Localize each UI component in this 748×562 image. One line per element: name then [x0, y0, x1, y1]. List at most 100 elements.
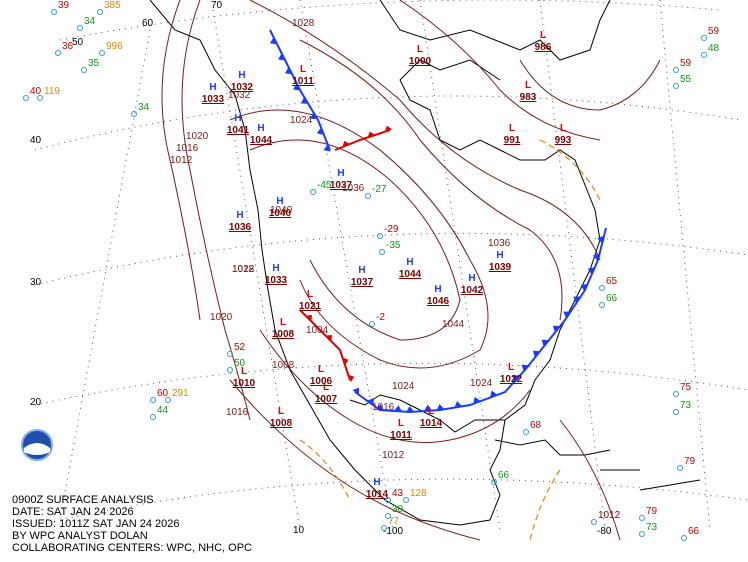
cold-front-barb: [473, 396, 481, 404]
station-value: 34: [138, 102, 150, 113]
station-value: 35: [88, 58, 100, 69]
isobar: [161, 0, 201, 321]
cold-front-barb: [278, 53, 286, 61]
front: [334, 129, 391, 151]
station-value: 55: [680, 74, 692, 85]
isobar: [519, 59, 661, 111]
station-value: 73: [646, 522, 658, 533]
cold-front-barb: [521, 364, 529, 372]
station-value: 128: [410, 488, 427, 499]
high-pressure: 1033: [265, 275, 288, 286]
high-symbol: H: [272, 263, 279, 274]
low-pressure: 1022: [500, 374, 523, 385]
station-marker: [227, 367, 233, 373]
troughs: [299, 139, 601, 541]
station-value: 68: [530, 420, 542, 431]
high-pressure: 1044: [250, 135, 273, 146]
low-symbol: L: [417, 44, 423, 55]
high-symbol: H: [257, 123, 264, 134]
high-symbol: H: [468, 273, 475, 284]
cold-front-barb: [323, 144, 331, 152]
islands: [494, 439, 701, 491]
station-marker: [681, 535, 687, 541]
station-value: 1012: [598, 510, 621, 521]
caption-line: BY WPC ANALYST DOLAN: [12, 530, 148, 542]
station-marker: [51, 9, 57, 15]
station-value: -27: [372, 184, 387, 195]
cold-front-barb: [592, 253, 600, 261]
station-value: 385: [104, 0, 121, 11]
high-symbol: H: [209, 82, 216, 93]
cold-front-barb: [406, 406, 415, 413]
caption: 0900Z SURFACE ANALYSIS DATE: SAT JAN 24 …: [12, 494, 252, 554]
cold-front-barb: [597, 235, 605, 244]
low-pressure: 1000: [409, 56, 432, 67]
station-marker: [673, 391, 679, 397]
warm-front-barb: [367, 131, 376, 138]
low-pressure: 993: [555, 135, 572, 146]
high-symbol: H: [276, 196, 283, 207]
isobar-label: 1004: [306, 325, 329, 336]
low-symbol: L: [525, 80, 531, 91]
high-symbol: H: [406, 257, 413, 268]
cold-front-barb: [270, 37, 278, 45]
station-marker: [381, 525, 387, 531]
cold-front-barb: [512, 374, 520, 382]
station-value: 73: [680, 400, 692, 411]
isobar-label: 1012: [232, 264, 255, 275]
station-value: 291: [172, 388, 189, 399]
station-value: -45: [317, 180, 332, 191]
isobar: [249, 0, 601, 261]
high-symbol: H: [358, 265, 365, 276]
trough: [299, 439, 351, 501]
station-value: 43: [392, 488, 404, 499]
high-pressure: 1044: [399, 269, 422, 280]
isobar-label: 1028: [292, 18, 315, 29]
logo-wave: [24, 443, 50, 455]
station-value: 77: [388, 516, 400, 527]
isobar-label: 1016: [372, 402, 395, 413]
high-pressure: 1042: [461, 285, 484, 296]
isobar-label: 1044: [442, 319, 465, 330]
station-marker: [639, 515, 645, 521]
high-pressure: 1037: [330, 180, 353, 191]
station-marker: [677, 465, 683, 471]
isobar-label: 1024: [392, 381, 415, 392]
latitude-label: 40: [30, 135, 42, 146]
station-marker: [310, 189, 316, 195]
station-value: 75: [680, 382, 692, 393]
station-value: 39: [58, 0, 70, 11]
station-marker: [523, 429, 529, 435]
longitude-label: -80: [597, 526, 612, 537]
caption-line: COLLABORATING CENTERS: WPC, NHC, OPC: [12, 542, 252, 554]
station-marker: [37, 95, 43, 101]
low-pressure: 1010: [233, 378, 256, 389]
low-symbol: L: [508, 362, 514, 373]
cold-front-barb: [436, 404, 445, 411]
cold-front-barb: [285, 67, 293, 75]
station-marker: [97, 9, 103, 15]
cold-front-barb: [541, 339, 549, 347]
station-value: 119: [44, 86, 60, 97]
high-symbol: H: [337, 168, 344, 179]
low-symbol: L: [398, 418, 404, 429]
station-value: 66: [606, 293, 618, 304]
isobar: [229, 109, 489, 369]
station-marker: [377, 233, 383, 239]
meridian: [539, 0, 606, 531]
isobar-label: 1028: [232, 264, 255, 275]
station-value: 60: [157, 388, 169, 399]
isobar: [229, 379, 481, 541]
station-marker: [403, 497, 409, 503]
noaa-logo: [21, 429, 53, 461]
cold-front-barb: [352, 387, 360, 395]
station-marker: [673, 409, 679, 415]
low-symbol: L: [241, 366, 247, 377]
low-pressure: 1014: [420, 418, 443, 429]
low-symbol: L: [428, 406, 434, 417]
isobar-label: 1012: [170, 155, 193, 166]
station-value: 59: [708, 26, 720, 37]
fronts: [269, 29, 607, 414]
low-pressure: 1011: [390, 430, 412, 441]
